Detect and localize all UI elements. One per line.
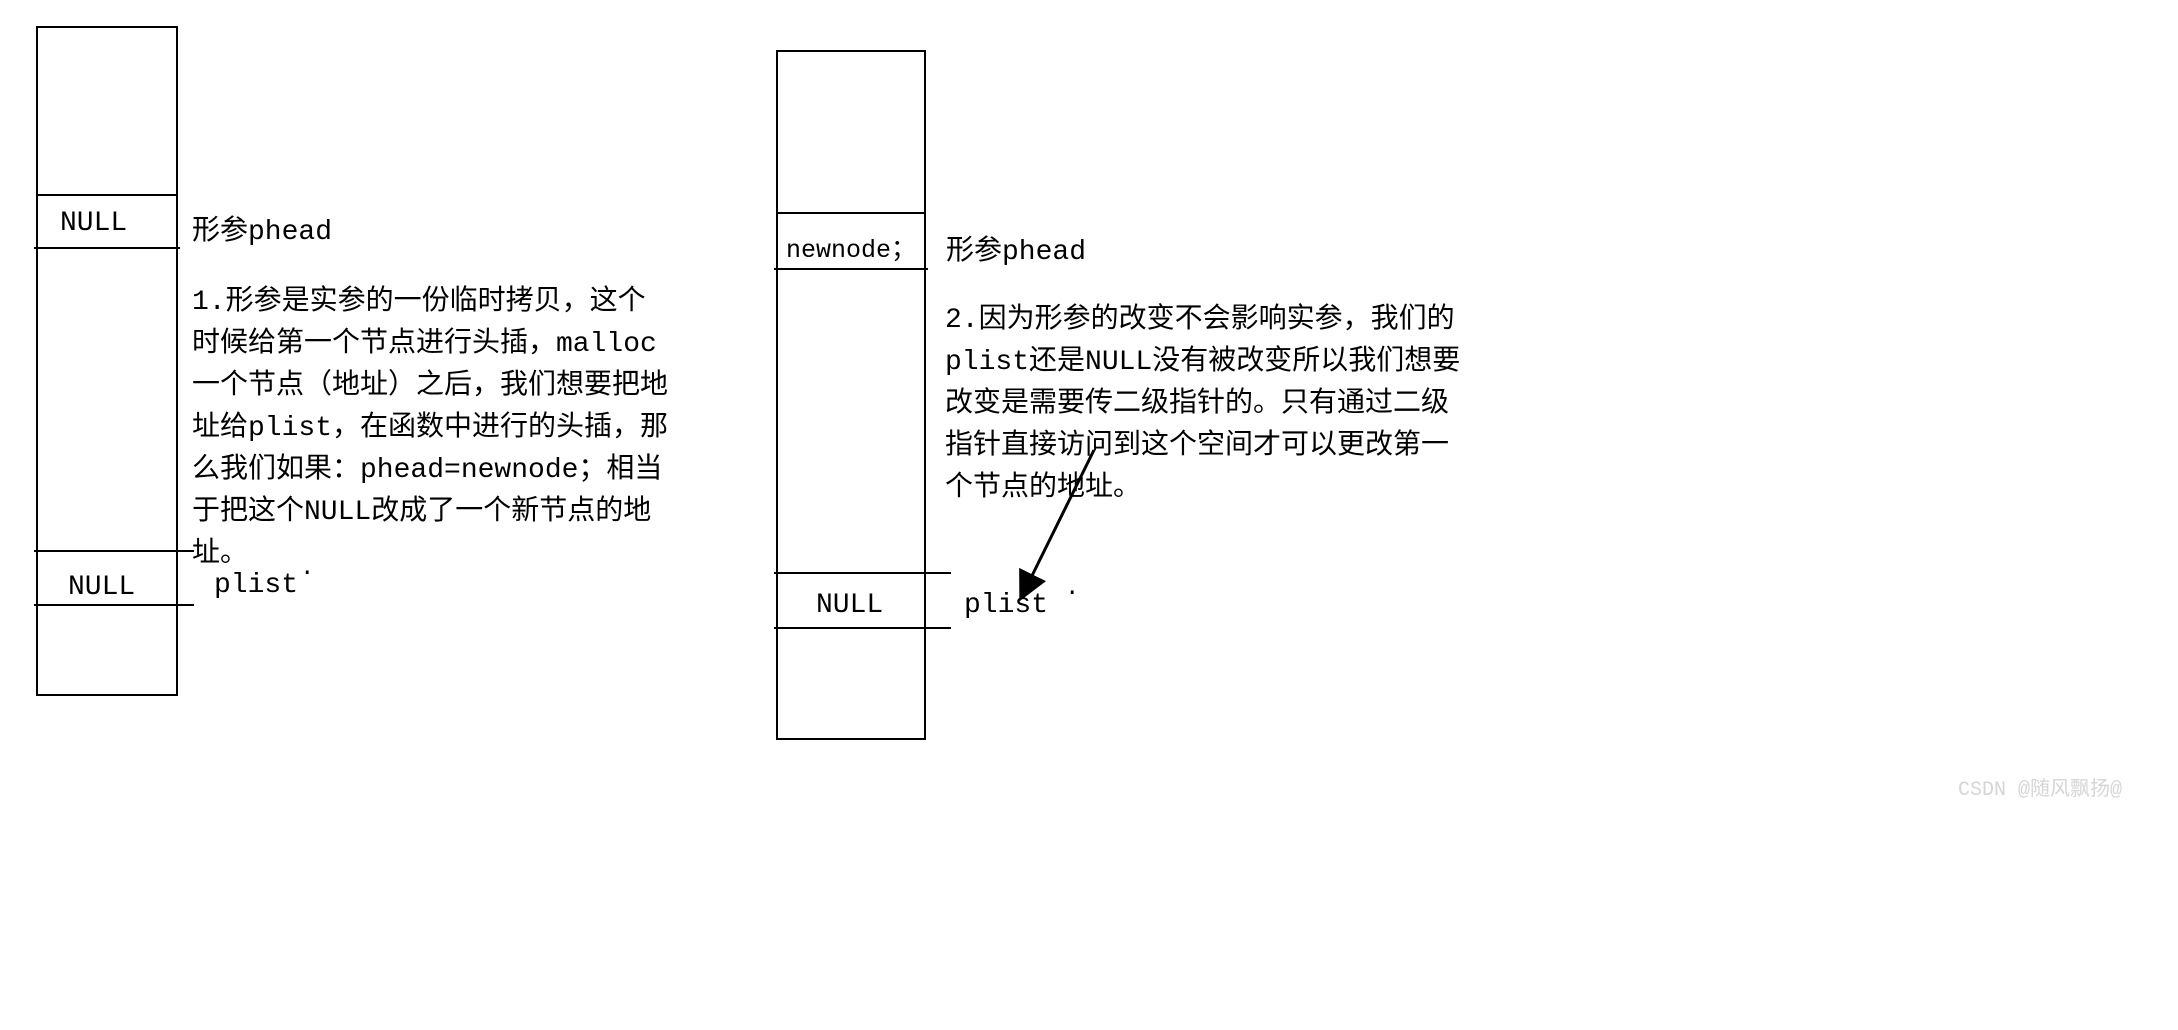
watermark-text: CSDN @随风飘扬@ (1958, 772, 2122, 802)
arrow-icon (0, 0, 2178, 1030)
